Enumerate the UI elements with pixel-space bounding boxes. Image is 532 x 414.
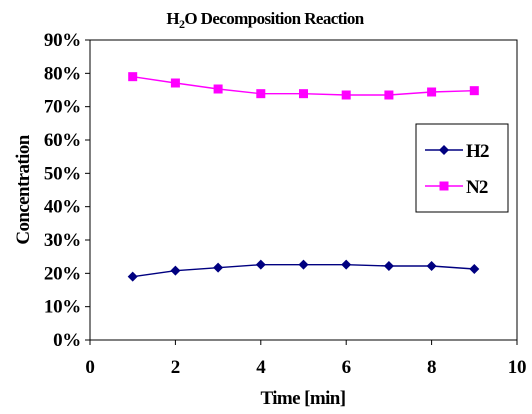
x-axis-label: Time [min]: [261, 388, 346, 409]
data-point-h2: [213, 262, 224, 273]
data-point-n2: [213, 84, 223, 94]
y-tick-label: 30%: [44, 230, 81, 251]
legend: H2 N2: [415, 123, 509, 213]
x-tick-label: 8: [427, 357, 436, 378]
y-tick-label: 0%: [53, 330, 81, 351]
chart-title: H2O Decomposition Reaction: [166, 9, 364, 31]
x-tick-label: 10: [508, 357, 526, 378]
data-point-n2: [469, 86, 479, 96]
x-tick-label: 0: [85, 357, 94, 378]
data-point-h2: [469, 264, 480, 274]
data-point-n2: [384, 90, 394, 100]
data-point-n2: [427, 87, 437, 97]
legend-marker: [439, 181, 449, 191]
y-tick-label: 50%: [44, 163, 81, 184]
data-point-n2: [341, 90, 351, 100]
y-tick-label: 90%: [44, 30, 81, 51]
data-point-n2: [170, 78, 180, 88]
legend-label: N2: [466, 177, 488, 198]
data-point-h2: [383, 261, 394, 271]
y-tick-label: 70%: [44, 97, 81, 118]
data-point-h2: [127, 271, 138, 282]
y-axis: 0% 10% 20% 30% 40% 50% 60% 70% 80% 90%: [44, 30, 90, 351]
data-point-n2: [299, 89, 308, 99]
y-tick-label: 80%: [44, 63, 81, 84]
data-point-h2: [341, 259, 352, 270]
legend-marker: [439, 145, 449, 155]
y-tick-label: 40%: [44, 197, 81, 218]
data-point-n2: [256, 89, 266, 99]
title-part: H: [166, 9, 179, 28]
data-point-h2: [298, 259, 309, 270]
title-part: O Decomposition Reaction: [184, 9, 364, 28]
legend-box: [415, 123, 509, 213]
x-tick-label: 6: [342, 357, 351, 378]
data-point-n2: [128, 72, 138, 82]
y-axis-label: Concentration: [13, 134, 34, 244]
x-axis: 0 2 4 6 8 10: [85, 340, 527, 378]
y-tick-label: 60%: [44, 130, 81, 151]
y-tick-label: 20%: [44, 263, 81, 284]
legend-label: H2: [466, 141, 489, 162]
series-layer: [127, 72, 480, 282]
y-tick-label: 10%: [44, 297, 81, 318]
title-subscript: 2: [179, 17, 185, 31]
data-point-h2: [426, 261, 437, 271]
x-tick-label: 2: [171, 357, 180, 378]
data-point-h2: [170, 265, 181, 276]
x-tick-label: 4: [256, 357, 266, 378]
legend-items: H2 N2: [425, 141, 490, 198]
data-point-h2: [255, 259, 266, 270]
